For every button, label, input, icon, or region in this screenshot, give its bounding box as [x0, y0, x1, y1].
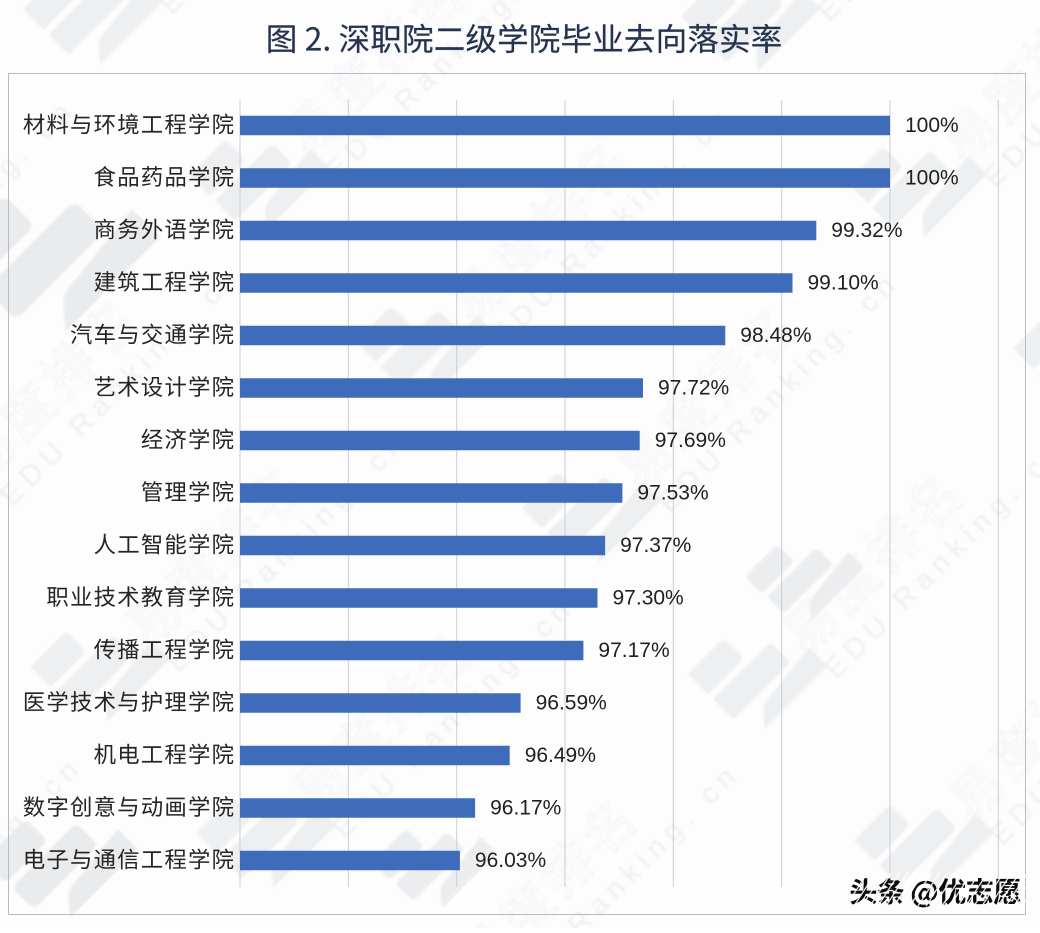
svg-text:98.48%: 98.48%	[740, 324, 811, 347]
svg-text:100%: 100%	[905, 114, 959, 137]
svg-text:97.30%: 97.30%	[613, 586, 684, 609]
svg-text:97.37%: 97.37%	[620, 534, 691, 557]
svg-text:97.72%: 97.72%	[658, 376, 729, 399]
svg-text:97.53%: 97.53%	[637, 481, 708, 504]
svg-text:96.49%: 96.49%	[525, 744, 596, 767]
svg-text:97.69%: 97.69%	[655, 429, 726, 452]
svg-text:96.17%: 96.17%	[490, 796, 561, 819]
svg-text:96.03%: 96.03%	[475, 849, 546, 872]
svg-text:97.17%: 97.17%	[598, 639, 669, 662]
svg-text:96.59%: 96.59%	[536, 691, 607, 714]
svg-text:100%: 100%	[905, 166, 959, 189]
svg-text:99.32%: 99.32%	[831, 219, 902, 242]
svg-text:99.10%: 99.10%	[808, 271, 879, 294]
